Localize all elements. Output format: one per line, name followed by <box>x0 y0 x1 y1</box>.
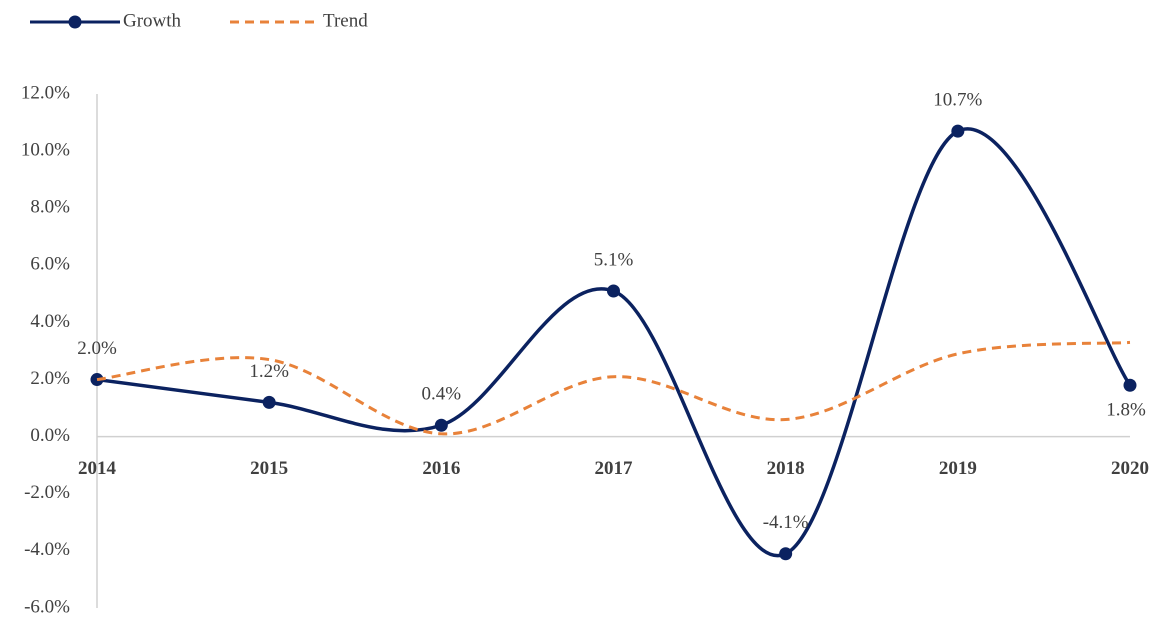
y-tick-label: -4.0% <box>24 539 70 560</box>
y-tick-label: 12.0% <box>21 82 70 103</box>
y-tick-label: 2.0% <box>30 368 70 389</box>
data-label: 10.7% <box>933 89 982 110</box>
x-tick-label: 2017 <box>595 458 634 479</box>
data-label: 2.0% <box>77 338 117 359</box>
y-tick-label: 4.0% <box>30 311 70 332</box>
x-tick-label: 2015 <box>250 458 288 479</box>
data-point <box>262 395 276 409</box>
y-tick-label: -6.0% <box>24 596 70 617</box>
series-line <box>96 127 1132 558</box>
legend-label: Trend <box>323 10 368 31</box>
x-tick-label: 2014 <box>78 458 117 479</box>
y-tick-label: 6.0% <box>30 254 70 275</box>
series-line <box>96 340 1131 436</box>
legend-marker <box>68 15 82 29</box>
data-point <box>951 124 965 138</box>
y-tick-label: 10.0% <box>21 139 70 160</box>
data-point <box>1123 378 1137 392</box>
data-point <box>779 547 793 561</box>
x-tick-label: 2018 <box>767 458 805 479</box>
x-tick-label: 2016 <box>422 458 460 479</box>
data-label: 1.2% <box>249 361 289 382</box>
data-label: 1.8% <box>1106 400 1146 421</box>
data-point <box>607 284 620 298</box>
y-tick-label: 8.0% <box>30 197 70 218</box>
data-point <box>434 418 448 432</box>
x-tick-label: 2020 <box>1111 458 1149 479</box>
y-tick-label: -2.0% <box>24 482 70 503</box>
data-label: -4.1% <box>763 512 809 533</box>
legend-label: Growth <box>123 10 182 31</box>
data-label: 0.4% <box>422 384 462 405</box>
y-tick-label: 0.0% <box>30 425 70 446</box>
data-label: 5.1% <box>594 249 634 270</box>
x-tick-label: 2019 <box>939 458 977 479</box>
